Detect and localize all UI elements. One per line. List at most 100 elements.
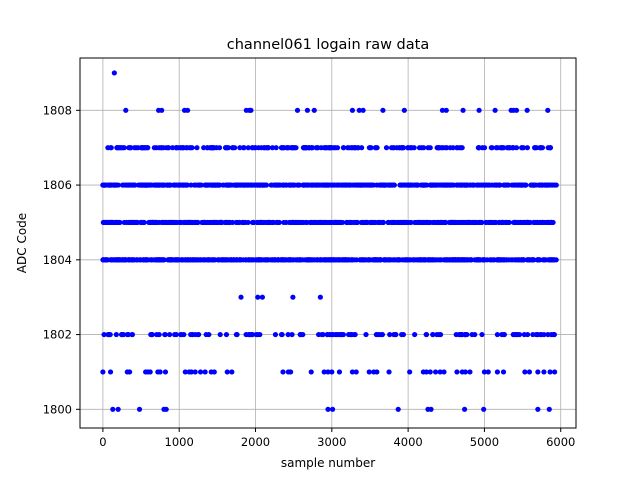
data-point — [414, 182, 420, 188]
x-axis-label: sample number — [281, 456, 375, 470]
data-point — [481, 369, 488, 375]
data-point — [352, 219, 359, 226]
data-point — [198, 257, 204, 263]
data-point — [467, 369, 473, 375]
data-point — [535, 219, 541, 226]
data-point — [258, 145, 264, 151]
data-point — [438, 257, 444, 263]
data-point — [337, 257, 343, 263]
data-point — [185, 257, 191, 263]
data-point — [303, 145, 309, 151]
data-point — [184, 145, 190, 151]
data-point — [304, 219, 310, 226]
data-point — [347, 219, 353, 226]
data-point — [372, 145, 379, 151]
data-point — [340, 145, 347, 151]
data-point — [428, 406, 434, 412]
data-point — [377, 331, 383, 338]
data-point — [158, 145, 164, 151]
data-point — [273, 145, 279, 151]
data-point — [429, 257, 435, 263]
data-point — [138, 145, 144, 151]
data-point — [101, 219, 107, 226]
data-point — [363, 331, 369, 338]
data-point — [399, 331, 405, 338]
data-point — [157, 369, 163, 375]
data-point — [447, 145, 453, 151]
data-point — [325, 369, 331, 375]
data-point — [428, 182, 434, 188]
data-point — [464, 257, 470, 263]
data-point — [182, 369, 188, 375]
data-point — [391, 182, 397, 188]
data-point — [184, 107, 191, 113]
data-point — [115, 406, 121, 412]
data-point — [192, 369, 198, 375]
data-point — [252, 145, 258, 151]
data-point — [290, 294, 296, 300]
data-point — [349, 369, 356, 375]
data-point — [286, 182, 292, 188]
y-tick-label: 1804 — [43, 253, 72, 267]
data-point — [116, 257, 122, 263]
data-point — [418, 257, 424, 263]
data-point — [289, 219, 296, 226]
data-point — [106, 331, 112, 338]
data-point — [507, 145, 513, 151]
data-point — [174, 219, 180, 226]
data-point — [468, 257, 474, 263]
data-point — [203, 331, 209, 338]
data-point — [280, 369, 286, 375]
data-point — [540, 219, 546, 226]
data-point — [217, 331, 223, 338]
data-point — [294, 107, 301, 113]
data-point — [461, 406, 468, 412]
data-point — [515, 257, 521, 263]
axis-ticks: 0 1000 2000 3000 4000 5000 6000 1800 1802 1804 180… — [43, 103, 576, 449]
data-point — [366, 369, 372, 375]
data-point — [483, 219, 489, 226]
data-point — [231, 182, 238, 188]
data-point — [172, 257, 178, 263]
x-tick-label: 5000 — [470, 435, 499, 449]
y-tick-label: 1800 — [43, 402, 72, 416]
data-point — [375, 219, 381, 226]
data-point — [188, 369, 195, 375]
data-point — [381, 257, 388, 263]
data-point — [485, 369, 491, 375]
data-point — [151, 145, 157, 151]
data-point — [192, 219, 198, 226]
data-point — [445, 257, 451, 263]
data-point — [241, 145, 247, 151]
data-point — [423, 369, 430, 375]
data-point — [121, 182, 127, 188]
data-point — [165, 182, 171, 188]
data-point — [321, 369, 327, 375]
data-point — [367, 145, 373, 151]
data-point — [160, 182, 167, 188]
data-point — [392, 219, 398, 226]
data-point — [474, 182, 480, 188]
data-point — [454, 145, 460, 151]
data-point — [500, 369, 507, 375]
y-tick-label: 1808 — [43, 103, 72, 117]
data-point — [538, 331, 544, 338]
data-point — [196, 182, 202, 188]
data-point — [123, 107, 129, 113]
data-point — [332, 331, 339, 338]
data-point — [499, 145, 505, 151]
data-point — [453, 331, 459, 338]
data-point — [358, 219, 364, 226]
data-point — [245, 219, 251, 226]
data-point — [533, 145, 540, 151]
data-point — [308, 369, 314, 375]
data-point — [423, 331, 430, 338]
data-point — [288, 369, 294, 375]
data-point — [233, 219, 239, 226]
data-point — [229, 369, 235, 375]
data-point — [448, 182, 454, 188]
data-point — [385, 219, 391, 226]
data-point — [124, 331, 130, 338]
data-point — [112, 182, 118, 188]
data-point — [455, 219, 462, 226]
